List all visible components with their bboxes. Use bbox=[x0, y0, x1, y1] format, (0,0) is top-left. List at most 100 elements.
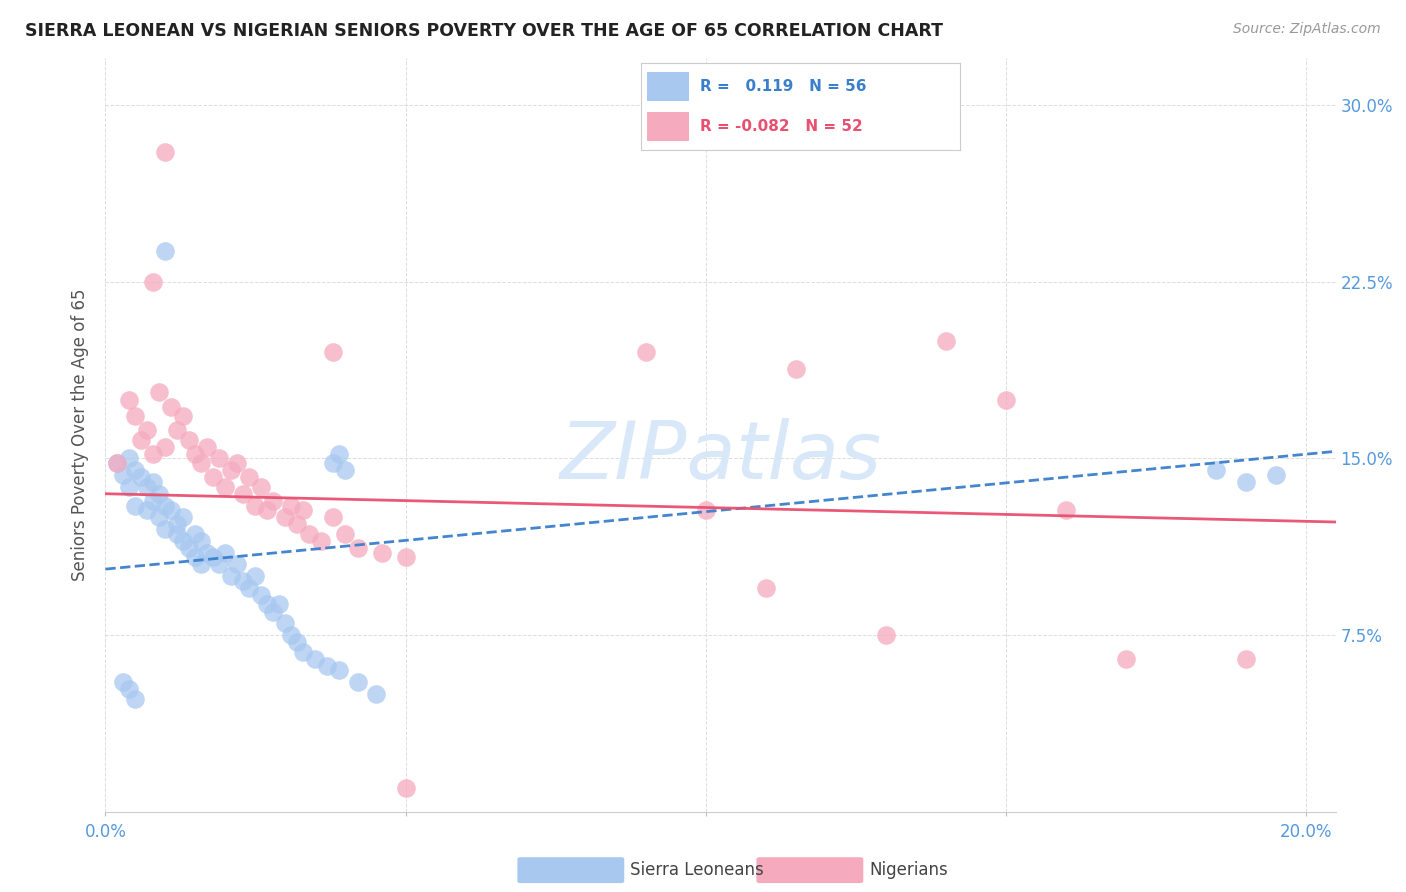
Point bbox=[107, 456, 129, 470]
Point bbox=[634, 345, 657, 359]
Point bbox=[136, 480, 159, 494]
Point bbox=[148, 385, 170, 400]
Point bbox=[179, 433, 201, 447]
Point bbox=[131, 433, 153, 447]
Point bbox=[124, 409, 146, 423]
Y-axis label: Seniors Poverty Over the Age of 65: Seniors Poverty Over the Age of 65 bbox=[72, 289, 90, 581]
Point bbox=[226, 456, 249, 470]
Point bbox=[202, 550, 225, 565]
Point bbox=[172, 510, 194, 524]
Point bbox=[875, 628, 897, 642]
Point bbox=[112, 675, 135, 690]
Point bbox=[280, 628, 302, 642]
Point bbox=[124, 463, 146, 477]
Point bbox=[118, 480, 141, 494]
Point bbox=[256, 598, 278, 612]
Text: Sierra Leoneans: Sierra Leoneans bbox=[630, 861, 763, 880]
Point bbox=[184, 447, 207, 461]
Point bbox=[304, 651, 326, 665]
Text: ZIPatlas: ZIPatlas bbox=[560, 418, 882, 497]
Point bbox=[221, 569, 243, 583]
Point bbox=[118, 392, 141, 407]
Point bbox=[190, 533, 212, 548]
Point bbox=[142, 493, 165, 508]
Point bbox=[190, 558, 212, 572]
Point bbox=[935, 334, 957, 348]
Point bbox=[287, 517, 309, 532]
Point bbox=[287, 635, 309, 649]
Text: SIERRA LEONEAN VS NIGERIAN SENIORS POVERTY OVER THE AGE OF 65 CORRELATION CHART: SIERRA LEONEAN VS NIGERIAN SENIORS POVER… bbox=[25, 22, 943, 40]
Point bbox=[298, 526, 321, 541]
Point bbox=[263, 493, 285, 508]
Point bbox=[166, 526, 188, 541]
Point bbox=[394, 781, 416, 796]
Point bbox=[263, 605, 285, 619]
Text: Source: ZipAtlas.com: Source: ZipAtlas.com bbox=[1233, 22, 1381, 37]
Point bbox=[1264, 467, 1286, 482]
Point bbox=[328, 447, 350, 461]
Point bbox=[172, 409, 194, 423]
Point bbox=[994, 392, 1017, 407]
Point bbox=[346, 541, 368, 555]
Point bbox=[1205, 463, 1227, 477]
Point bbox=[695, 503, 717, 517]
Point bbox=[238, 470, 260, 484]
Point bbox=[250, 480, 273, 494]
Point bbox=[214, 480, 236, 494]
Point bbox=[155, 440, 177, 454]
Point bbox=[118, 682, 141, 697]
Point bbox=[394, 550, 416, 565]
Point bbox=[136, 503, 159, 517]
Point bbox=[322, 456, 344, 470]
Point bbox=[202, 470, 225, 484]
Point bbox=[197, 546, 219, 560]
Point bbox=[346, 675, 368, 690]
Point bbox=[328, 664, 350, 678]
Point bbox=[1054, 503, 1077, 517]
Point bbox=[232, 574, 254, 588]
Point bbox=[335, 463, 357, 477]
Point bbox=[269, 598, 291, 612]
Point bbox=[107, 456, 129, 470]
Point bbox=[322, 345, 344, 359]
Point bbox=[155, 244, 177, 259]
Point bbox=[155, 145, 177, 160]
Point bbox=[166, 517, 188, 532]
Point bbox=[221, 463, 243, 477]
Point bbox=[131, 470, 153, 484]
Point bbox=[184, 550, 207, 565]
Point bbox=[232, 487, 254, 501]
Point bbox=[322, 510, 344, 524]
Point bbox=[256, 503, 278, 517]
Point bbox=[250, 588, 273, 602]
Point bbox=[316, 658, 339, 673]
Point bbox=[1234, 475, 1257, 489]
Point bbox=[148, 510, 170, 524]
Point bbox=[1115, 651, 1137, 665]
Point bbox=[245, 499, 267, 513]
Point bbox=[370, 546, 392, 560]
Point bbox=[292, 644, 315, 658]
Point bbox=[1234, 651, 1257, 665]
Text: Nigerians: Nigerians bbox=[869, 861, 948, 880]
Point bbox=[208, 558, 231, 572]
Point bbox=[245, 569, 267, 583]
Point bbox=[155, 522, 177, 536]
Point bbox=[280, 499, 302, 513]
Point bbox=[755, 581, 778, 595]
Point bbox=[160, 503, 183, 517]
Point bbox=[311, 533, 333, 548]
Point bbox=[292, 503, 315, 517]
Point bbox=[238, 581, 260, 595]
Point bbox=[136, 423, 159, 437]
Point bbox=[112, 467, 135, 482]
Point bbox=[184, 526, 207, 541]
Point bbox=[124, 691, 146, 706]
Point bbox=[364, 687, 387, 701]
Point bbox=[142, 275, 165, 289]
Point bbox=[166, 423, 188, 437]
Point bbox=[274, 510, 297, 524]
Point bbox=[197, 440, 219, 454]
Point bbox=[226, 558, 249, 572]
Point bbox=[190, 456, 212, 470]
